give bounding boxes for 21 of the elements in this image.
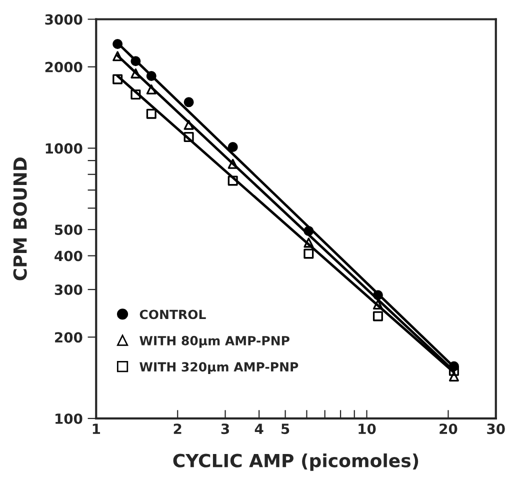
- x-axis-title: CYCLIC AMP (picomoles): [173, 453, 418, 471]
- y-tick-label: 100: [56, 413, 82, 424]
- legend-label: CONTROL: [140, 310, 206, 320]
- legend-label: WITH 320μm AMP-PNP: [140, 362, 298, 374]
- y-tick-label: 500: [55, 224, 82, 236]
- y-axis-title: CPM BOUND: [13, 157, 27, 280]
- x-tick-label: 20: [440, 424, 458, 434]
- x-tick-label: 4: [254, 424, 264, 434]
- x-tick-label: 30: [487, 424, 505, 434]
- y-tick-label: 300: [54, 284, 82, 295]
- y-tick-label: 3000: [45, 14, 82, 25]
- x-tick-label: 1: [92, 424, 100, 434]
- legend-label: WITH 80μm AMP-PNP: [140, 336, 290, 348]
- y-tick-label: 1000: [46, 143, 82, 154]
- y-tick-label: 2000: [45, 62, 82, 72]
- x-tick-label: 5: [282, 424, 290, 434]
- y-tick-label: 400: [54, 250, 82, 262]
- x-tick-label: 10: [358, 424, 376, 434]
- y-tick-label: 200: [55, 332, 82, 343]
- x-tick-label: 2: [174, 424, 182, 434]
- x-tick-label: 3: [221, 424, 229, 434]
